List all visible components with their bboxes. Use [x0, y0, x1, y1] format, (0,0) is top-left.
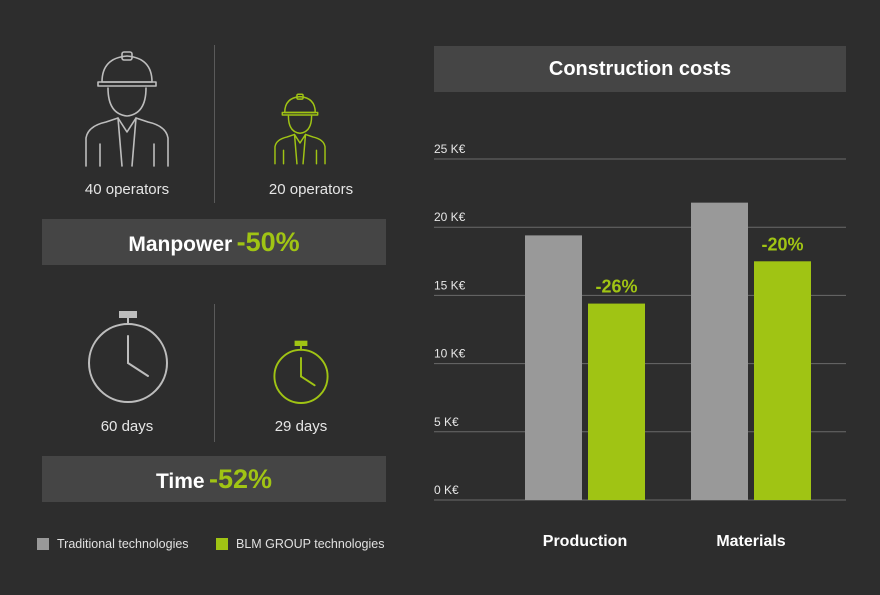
y-tick-label: 20 K€	[434, 210, 466, 224]
traditional-days-caption: 60 days	[100, 418, 154, 435]
y-tick-label: 15 K€	[434, 278, 466, 292]
time-divider	[214, 304, 215, 442]
legend-blm-swatch	[216, 538, 228, 550]
legend-traditional: Traditional technologies	[37, 537, 189, 551]
traditional-operators-caption: 40 operators	[84, 181, 170, 198]
time-banner: Time -52%	[42, 456, 386, 502]
time-percent: -52%	[209, 464, 273, 494]
data-label: -20%	[761, 234, 803, 254]
legend-traditional-label: Traditional technologies	[57, 537, 189, 551]
stopwatch-blm-icon	[271, 340, 331, 406]
y-tick-label: 0 K€	[434, 483, 459, 497]
manpower-label: Manpower	[128, 233, 233, 256]
bar	[691, 202, 748, 500]
legend-blm-label: BLM GROUP technologies	[236, 537, 385, 551]
worker-blm-icon	[272, 93, 328, 165]
time-label: Time	[155, 470, 205, 493]
data-label: -26%	[595, 277, 637, 297]
bar	[525, 235, 582, 500]
manpower-banner: Manpower -50%	[42, 219, 386, 265]
y-tick-label: 10 K€	[434, 347, 466, 361]
blm-operators-caption: 20 operators	[268, 181, 354, 198]
manpower-percent: -50%	[236, 227, 300, 257]
chart-title: Construction costs	[434, 46, 846, 92]
blm-days-caption: 29 days	[274, 418, 328, 435]
y-tick-label: 5 K€	[434, 415, 459, 429]
worker-traditional-icon	[82, 50, 172, 168]
x-category-label: Production	[543, 533, 627, 550]
bar	[588, 303, 645, 500]
y-tick-label: 25 K€	[434, 142, 466, 156]
manpower-divider	[214, 45, 215, 203]
bar	[754, 261, 811, 500]
legend-traditional-swatch	[37, 538, 49, 550]
legend-blm: BLM GROUP technologies	[216, 537, 384, 551]
stopwatch-traditional-icon	[84, 310, 172, 406]
x-category-label: Materials	[716, 533, 785, 550]
